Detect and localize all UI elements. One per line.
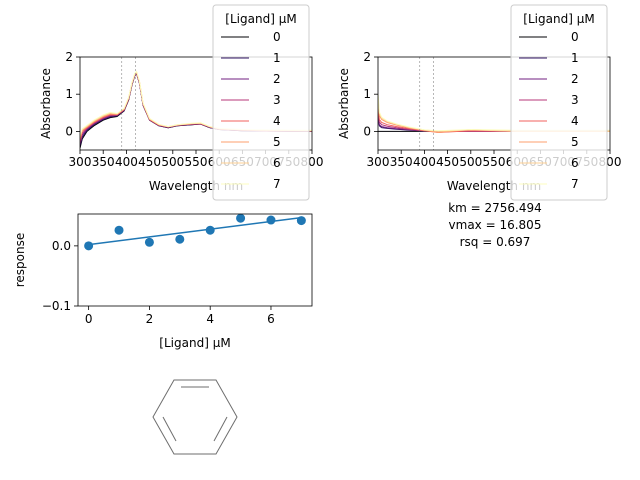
series-line-left-7 [80, 70, 312, 136]
y-tick-label-left-0: 0 [65, 124, 73, 138]
legend-label-right-3: 3 [571, 93, 579, 107]
legend-label-right-6: 6 [571, 156, 579, 170]
scatter-point-2 [144, 237, 154, 247]
series-line-right-4 [378, 109, 610, 134]
fit-line [88, 216, 302, 246]
legend-label-left-3: 3 [273, 93, 281, 107]
fit-vmax: vmax = 16.805 [449, 218, 542, 232]
y-axis-label-right: Absorbance [337, 68, 351, 139]
scatter-point-4 [205, 225, 215, 235]
x-tick-label-right-5: 550 [483, 155, 506, 169]
spectrum-panel-left: 300350400450500550600650700750800 012 Wa… [39, 4, 323, 201]
legend-right: [Ligand] µM 0 1 2 3 4 5 6 7 [510, 4, 608, 201]
legend-label-left-1: 1 [273, 51, 281, 65]
benzene-structure [152, 379, 238, 455]
scatter-point-0 [84, 241, 94, 251]
y-tick-label-right-0: 0 [363, 124, 371, 138]
x-tick-label-right-3: 450 [436, 155, 459, 169]
x-tick-label-scatter-1: 2 [146, 312, 154, 326]
legend-items-right: 0 1 2 3 4 5 6 7 [519, 30, 579, 191]
benzene-double-bond-right [213, 416, 228, 442]
x-tick-label-right-1: 350 [390, 155, 413, 169]
x-tick-label-scatter-2: 4 [206, 312, 214, 326]
reference-lines-left [121, 57, 136, 150]
legend-label-left-0: 0 [273, 30, 281, 44]
legend-label-left-2: 2 [273, 72, 281, 86]
x-tick-label-scatter-0: 0 [85, 312, 93, 326]
fit-km: km = 2756.494 [448, 201, 542, 215]
legend-items-left: 0 1 2 3 4 5 6 7 [221, 30, 281, 191]
x-tick-label-right-4: 500 [459, 155, 482, 169]
fit-summary: km = 2756.494 vmax = 16.805 rsq = 0.697 [448, 201, 542, 249]
legend-title-right: [Ligand] µM [523, 12, 594, 26]
y-tick-label-right-2: 2 [363, 50, 371, 64]
benzene-ring [152, 379, 238, 455]
x-tick-label-left-5: 550 [185, 155, 208, 169]
legend-box-left [212, 4, 310, 201]
scatter-point-1 [114, 225, 124, 235]
legend-label-right-0: 0 [571, 30, 579, 44]
x-tick-label-left-1: 350 [92, 155, 115, 169]
x-tick-label-right-0: 300 [367, 155, 390, 169]
x-tick-label-right-2: 400 [413, 155, 436, 169]
y-tick-label-left-1: 1 [65, 87, 73, 101]
spectrum-series-left [80, 70, 312, 149]
spectrum-series-right [378, 94, 610, 134]
y-tick-label-right-1: 1 [363, 87, 371, 101]
legend-label-right-5: 5 [571, 135, 579, 149]
response-scatter-panel: 0 2 4 6 −0.1 0.0 [Ligand] µM response [13, 213, 313, 350]
x-axis-label-scatter: [Ligand] µM [159, 336, 230, 350]
y-axis-label-scatter: response [13, 233, 27, 288]
legend-box-right [510, 4, 608, 201]
fit-rsq: rsq = 0.697 [460, 235, 531, 249]
x-tick-label-left-4: 500 [161, 155, 184, 169]
y-ticks-scatter: −0.1 0.0 [42, 239, 78, 313]
scatter-point-6 [266, 215, 276, 225]
scatter-point-5 [236, 213, 246, 223]
plot-frame-scatter [77, 213, 313, 307]
benzene-double-bond-left [162, 416, 177, 442]
scatter-point-3 [175, 234, 185, 244]
legend-label-left-7: 7 [273, 177, 281, 191]
y-tick-label-left-2: 2 [65, 50, 73, 64]
legend-label-right-4: 4 [571, 114, 579, 128]
legend-label-right-1: 1 [571, 51, 579, 65]
scatter-points [84, 213, 306, 251]
legend-label-right-7: 7 [571, 177, 579, 191]
x-tick-label-scatter-3: 6 [267, 312, 275, 326]
legend-label-left-5: 5 [273, 135, 281, 149]
legend-label-left-4: 4 [273, 114, 281, 128]
y-ticks-right: 0 1 2 [363, 50, 378, 138]
y-tick-label-scatter-0: −0.1 [42, 299, 71, 313]
x-tick-label-left-3: 450 [138, 155, 161, 169]
x-tick-label-left-2: 400 [115, 155, 138, 169]
y-tick-label-scatter-1: 0.0 [52, 239, 71, 253]
reference-lines-right [419, 57, 434, 150]
legend-left: [Ligand] µM 0 1 2 3 4 5 6 7 [212, 4, 310, 201]
series-line-right-7 [378, 94, 610, 132]
y-ticks-left: 0 1 2 [65, 50, 80, 138]
legend-title-left: [Ligand] µM [225, 12, 296, 26]
x-ticks-scatter: 0 2 4 6 [85, 306, 275, 326]
x-tick-label-left-0: 300 [69, 155, 92, 169]
scatter-point-7 [296, 216, 306, 226]
spectrum-panel-right: 300350400450500550600650700750800 012 Wa… [337, 4, 621, 249]
y-axis-label-left: Absorbance [39, 68, 53, 139]
legend-label-right-2: 2 [571, 72, 579, 86]
legend-label-left-6: 6 [273, 156, 281, 170]
